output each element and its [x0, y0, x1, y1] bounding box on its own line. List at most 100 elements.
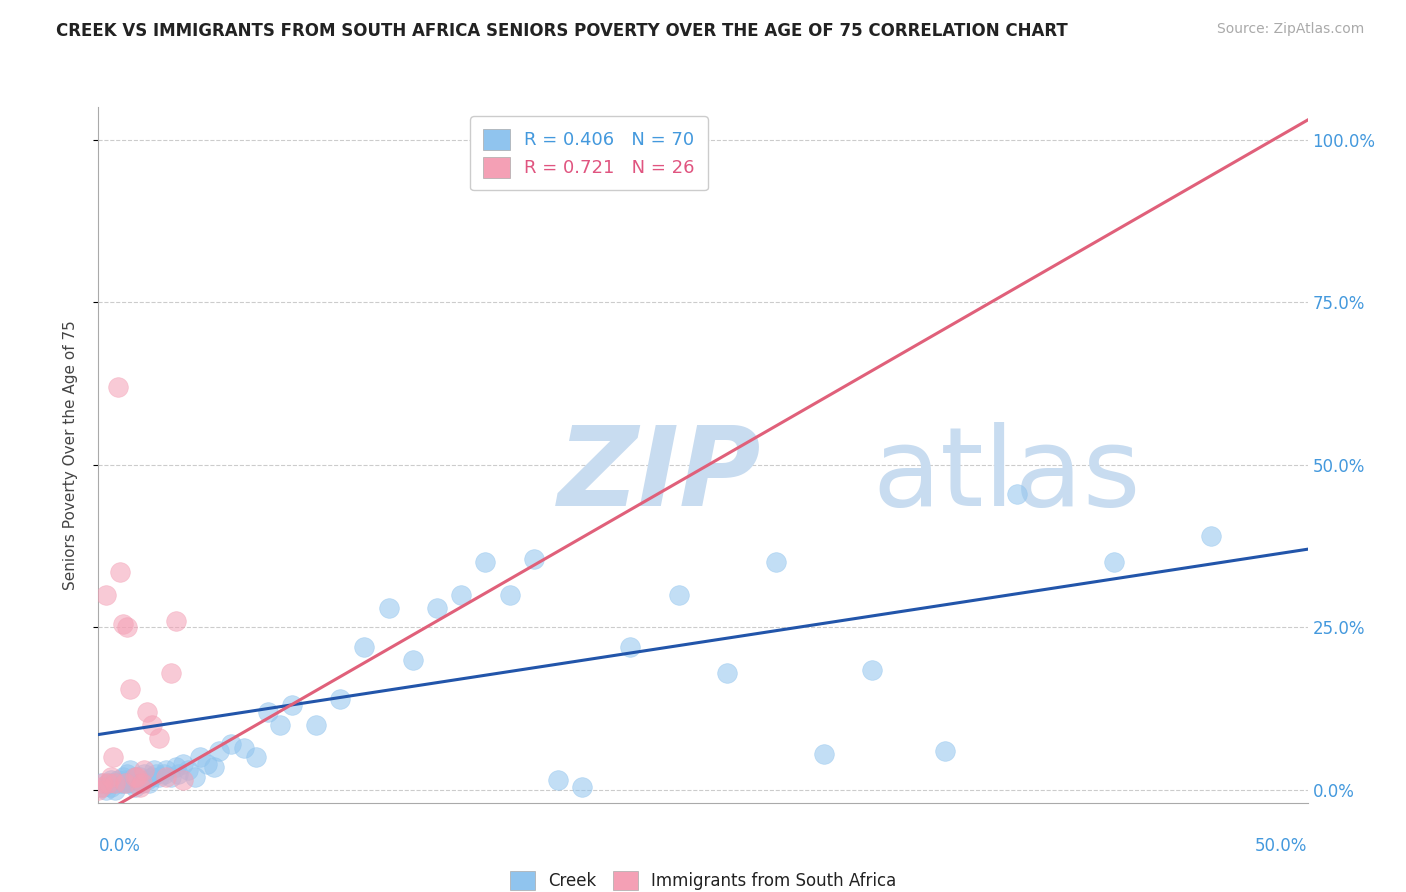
Point: [498, 588, 520, 602]
Point: [934, 744, 956, 758]
Point: [571, 780, 593, 794]
Point: [245, 750, 267, 764]
Point: [114, 776, 136, 790]
Point: [111, 770, 134, 784]
Point: [450, 588, 472, 602]
Point: [135, 705, 157, 719]
Point: [127, 770, 149, 784]
Point: [716, 665, 738, 680]
Text: 50.0%: 50.0%: [1256, 837, 1308, 855]
Point: [100, 772, 122, 787]
Point: [172, 772, 194, 787]
Point: [94, 588, 117, 602]
Point: [117, 776, 139, 790]
Point: [135, 772, 157, 787]
Text: atlas: atlas: [872, 422, 1140, 529]
Point: [100, 770, 122, 784]
Point: [100, 780, 122, 794]
Point: [172, 756, 194, 771]
Point: [426, 600, 449, 615]
Text: Source: ZipAtlas.com: Source: ZipAtlas.com: [1216, 22, 1364, 37]
Point: [269, 718, 291, 732]
Point: [124, 770, 146, 784]
Point: [114, 772, 136, 787]
Point: [1102, 555, 1125, 569]
Text: CREEK VS IMMIGRANTS FROM SOUTH AFRICA SENIORS POVERTY OVER THE AGE OF 75 CORRELA: CREEK VS IMMIGRANTS FROM SOUTH AFRICA SE…: [56, 22, 1069, 40]
Point: [111, 617, 134, 632]
Point: [619, 640, 641, 654]
Point: [107, 379, 129, 393]
Point: [208, 744, 231, 758]
Point: [97, 776, 120, 790]
Point: [165, 614, 187, 628]
Point: [305, 718, 328, 732]
Point: [134, 764, 156, 778]
Point: [204, 760, 226, 774]
Point: [87, 782, 110, 797]
Point: [221, 737, 243, 751]
Point: [256, 705, 278, 719]
Point: [111, 776, 134, 790]
Point: [118, 772, 141, 787]
Point: [167, 766, 190, 780]
Point: [148, 731, 170, 745]
Point: [101, 776, 124, 790]
Point: [474, 555, 496, 569]
Point: [177, 764, 200, 778]
Point: [97, 776, 120, 790]
Point: [101, 750, 124, 764]
Point: [668, 588, 690, 602]
Point: [145, 766, 167, 780]
Point: [94, 782, 117, 797]
Point: [402, 653, 425, 667]
Point: [90, 780, 112, 794]
Point: [547, 772, 569, 787]
Point: [118, 681, 141, 696]
Point: [188, 750, 211, 764]
Point: [118, 764, 141, 778]
Point: [143, 764, 166, 778]
Point: [141, 718, 163, 732]
Point: [108, 776, 131, 790]
Point: [138, 776, 160, 790]
Point: [127, 772, 149, 787]
Point: [117, 766, 139, 780]
Point: [165, 760, 187, 774]
Point: [104, 782, 127, 797]
Point: [90, 776, 112, 790]
Point: [1007, 487, 1029, 501]
Point: [377, 600, 399, 615]
Point: [353, 640, 375, 654]
Point: [128, 770, 150, 784]
Legend: Creek, Immigrants from South Africa: Creek, Immigrants from South Africa: [502, 863, 904, 892]
Point: [232, 740, 254, 755]
Point: [195, 756, 218, 771]
Point: [813, 747, 835, 761]
Point: [155, 770, 177, 784]
Point: [134, 766, 156, 780]
Point: [523, 552, 546, 566]
Text: 0.0%: 0.0%: [98, 837, 141, 855]
Point: [91, 776, 114, 790]
Point: [152, 766, 174, 780]
Point: [121, 776, 143, 790]
Point: [329, 691, 352, 706]
Point: [104, 776, 127, 790]
Point: [124, 780, 146, 794]
Point: [765, 555, 787, 569]
Point: [108, 565, 131, 579]
Point: [1199, 529, 1222, 543]
Point: [131, 776, 153, 790]
Point: [160, 770, 183, 784]
Point: [155, 764, 177, 778]
Point: [141, 770, 163, 784]
Y-axis label: Seniors Poverty Over the Age of 75: Seniors Poverty Over the Age of 75: [63, 320, 77, 590]
Point: [117, 620, 139, 634]
Point: [124, 770, 146, 784]
Point: [281, 698, 304, 713]
Point: [184, 770, 207, 784]
Point: [131, 776, 153, 790]
Point: [860, 663, 883, 677]
Point: [91, 780, 114, 794]
Text: ZIP: ZIP: [558, 422, 762, 529]
